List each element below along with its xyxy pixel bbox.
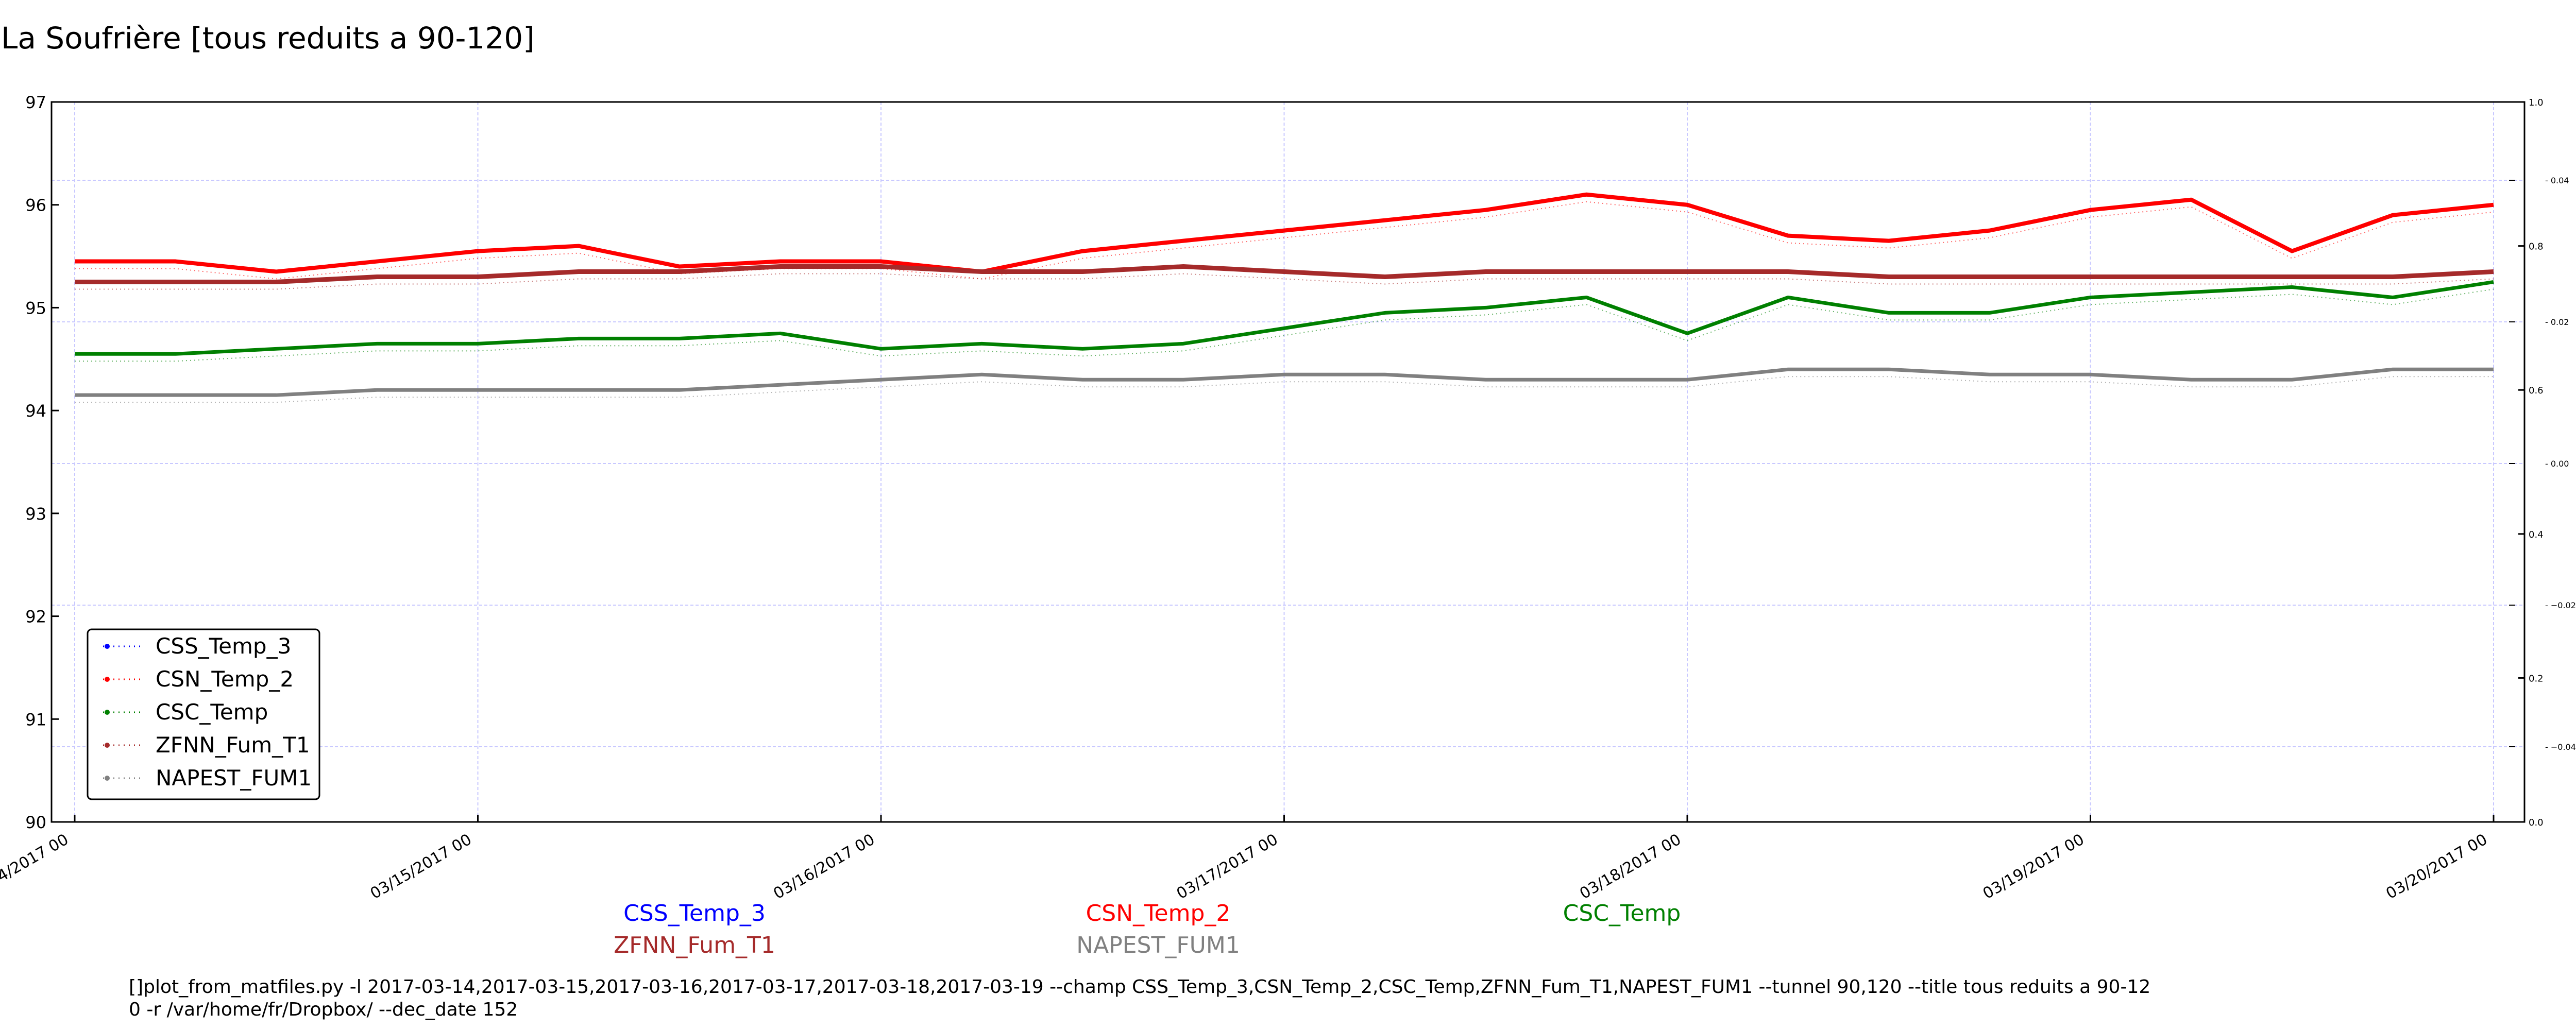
x-tick-label: 03/14/2017 00: [0, 831, 72, 903]
right-outer-tick-label: 0.8: [2529, 242, 2544, 252]
command-line-caption: []plot_from_matfiles.py -l 2017-03-14,20…: [129, 976, 2150, 1021]
x-tick-label: 03/16/2017 00: [770, 831, 878, 903]
legend-box: [87, 628, 320, 800]
x-tick-label: 03/20/2017 00: [2383, 831, 2490, 903]
x-tick-label: 03/15/2017 00: [367, 831, 475, 903]
x-tick-label: 03/18/2017 00: [1577, 831, 1684, 903]
y-tick-label: 92: [25, 607, 46, 627]
right-inner-tick-label: - −0.04: [2545, 742, 2576, 752]
right-outer-tick-label: 0.4: [2529, 529, 2544, 540]
right-outer-tick-label: 1.0: [2529, 97, 2544, 108]
right-inner-tick-label: - 0.04: [2545, 176, 2569, 185]
x-tick-label: 03/17/2017 00: [1174, 831, 1281, 903]
right-outer-tick-label: 0.0: [2529, 817, 2544, 828]
bottom-label-csn-temp-2: CSN_Temp_2: [1086, 900, 1231, 926]
y-tick-label: 97: [25, 93, 46, 112]
bottom-label-css-temp-3: CSS_Temp_3: [623, 900, 766, 926]
bottom-label-csc-temp: CSC_Temp: [1563, 900, 1681, 926]
right-outer-tick-label: 0.2: [2529, 673, 2544, 684]
y-tick-label: 93: [25, 504, 46, 524]
right-inner-tick-label: - 0.02: [2545, 317, 2569, 327]
page-title: La Soufrière [tous reduits a 90-120]: [1, 21, 535, 56]
x-tick-label: 03/19/2017 00: [1980, 831, 2088, 903]
series-line-zfnn-fum-t1: [75, 264, 2494, 284]
legend-marker: [105, 644, 110, 649]
bottom-label-napest-fum1: NAPEST_FUM1: [1076, 932, 1240, 958]
legend-marker: [105, 743, 110, 748]
command-line-2: 0 -r /var/home/fr/Dropbox/ --dec_date 15…: [129, 999, 518, 1020]
series-group: [75, 192, 2494, 403]
series-line-csc-temp: [75, 280, 2494, 356]
legend-label-css-temp-3: CSS_Temp_3: [156, 633, 291, 659]
legend-marker: [105, 776, 110, 781]
y-tick-label: 91: [25, 710, 46, 729]
legend-marker: [105, 710, 110, 715]
legend-label-csc-temp: CSC_Temp: [156, 699, 268, 725]
right-outer-tick-label: 0.6: [2529, 385, 2544, 396]
right-inner-tick-label: - −0.02: [2545, 600, 2576, 610]
legend-marker: [105, 677, 110, 682]
legend-label-zfnn-fum-t1: ZFNN_Fum_T1: [156, 732, 310, 758]
command-line-1: []plot_from_matfiles.py -l 2017-03-14,20…: [129, 976, 2151, 998]
series-dots-csn-temp-2: [75, 201, 2494, 280]
y-tick-label: 96: [25, 196, 46, 215]
y-tick-label: 95: [25, 298, 46, 318]
bottom-label-zfnn-fum-t1: ZFNN_Fum_T1: [614, 932, 775, 958]
legend-label-csn-temp-2: CSN_Temp_2: [156, 666, 294, 692]
y-tick-label: 94: [25, 401, 46, 421]
legend-label-napest-fum1: NAPEST_FUM1: [156, 765, 312, 791]
plot-area: [52, 102, 2524, 822]
y-tick-label: 90: [25, 813, 46, 832]
series-line-napest-fum1: [75, 367, 2494, 397]
series-dots-csc-temp: [75, 288, 2494, 362]
plot-frame: [50, 101, 2526, 823]
right-inner-tick-label: - 0.00: [2545, 459, 2569, 469]
series-line-csn-temp-2: [75, 192, 2494, 274]
